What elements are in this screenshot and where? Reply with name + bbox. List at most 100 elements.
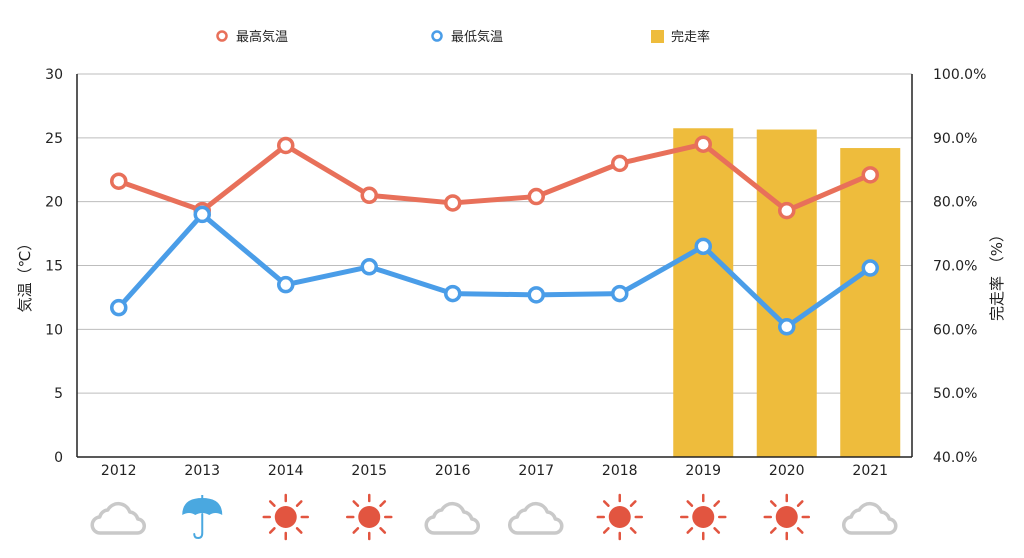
- cloud-icon: [90, 501, 146, 535]
- point-最低気温-2012: [110, 298, 128, 317]
- sun-icon: [680, 493, 727, 541]
- bar-2019: [673, 128, 734, 457]
- point-最低気温-2021: [861, 259, 879, 277]
- x-tick-label: 2017: [518, 463, 554, 479]
- bars: [673, 128, 901, 457]
- legend-label: 完走率: [671, 29, 710, 45]
- point-最低気温-2019: [694, 237, 712, 256]
- y-right-tick-label: 100.0%: [933, 67, 986, 83]
- sun-ray: [686, 500, 694, 507]
- sun-ray: [268, 527, 276, 534]
- lines: [110, 135, 879, 336]
- sun-ray: [796, 500, 804, 507]
- y-left-tick-label: 20: [45, 195, 63, 211]
- y-right-tick-label: 40.0%: [933, 450, 977, 466]
- legend-marker: [431, 30, 443, 42]
- cloud-icon: [424, 501, 480, 535]
- sun-icon: [346, 493, 393, 541]
- legend: 最高気温 最低気温 完走率: [216, 29, 710, 45]
- sun-ray: [602, 527, 610, 534]
- y-axis-right-title: 完走率 （%）: [988, 227, 1006, 321]
- y-left-tick-label: 10: [45, 322, 63, 338]
- umbrella-icon: [182, 495, 223, 540]
- sun-ray: [629, 500, 637, 507]
- sun-ray: [295, 527, 303, 534]
- point-最低気温-2016: [444, 284, 462, 303]
- line-最高気温: [116, 141, 873, 214]
- point-最低気温-2014: [277, 275, 295, 294]
- line-最低気温: [116, 211, 873, 330]
- point-最高気温-2014: [277, 136, 295, 155]
- point-最高気温-2018: [611, 154, 629, 173]
- sun-core: [775, 506, 798, 528]
- point-最高気温-2015: [360, 186, 378, 205]
- sun-ray: [295, 500, 303, 507]
- y-axis-left-title: 気温（℃）: [16, 236, 34, 313]
- y-left-tick-label: 5: [54, 386, 63, 402]
- y-right-tick-label: 70.0%: [933, 259, 977, 275]
- weather-icons: [90, 493, 898, 541]
- x-tick-label: 2014: [268, 463, 304, 479]
- sun-ray: [686, 527, 694, 534]
- sun-ray: [629, 527, 637, 534]
- point-最高気温-2019: [694, 135, 712, 153]
- y-left-tick-label: 0: [54, 450, 63, 466]
- sun-ray: [352, 500, 360, 507]
- sun-ray: [713, 527, 721, 534]
- point-最低気温-2013: [193, 205, 211, 224]
- legend-marker: [651, 30, 664, 43]
- axes: [76, 74, 913, 458]
- sun-core: [274, 506, 297, 528]
- x-tick-label: 2013: [184, 463, 220, 479]
- x-tick-label: 2021: [852, 463, 888, 479]
- x-tick-label: 2019: [685, 463, 721, 479]
- y-left-tick-label: 25: [45, 131, 63, 147]
- sun-icon: [596, 493, 643, 541]
- x-tick-label: 2018: [602, 463, 638, 479]
- x-tick-label: 2020: [769, 463, 805, 479]
- legend-label: 最低気温: [451, 29, 503, 45]
- sun-ray: [268, 500, 276, 507]
- point-最低気温-2018: [611, 284, 629, 303]
- x-tick-label: 2015: [351, 463, 387, 479]
- legend-label: 最高気温: [236, 29, 288, 45]
- cloud-icon: [842, 501, 898, 535]
- legend-marker: [216, 30, 228, 42]
- sun-ray: [713, 500, 721, 507]
- sun-core: [358, 506, 381, 528]
- y-right-tick-label: 50.0%: [933, 386, 977, 402]
- point-最低気温-2017: [527, 286, 545, 304]
- point-最高気温-2012: [110, 172, 128, 190]
- sun-ray: [379, 527, 387, 534]
- umbrella-handle: [193, 513, 204, 540]
- point-最高気温-2017: [527, 187, 545, 206]
- sun-ray: [352, 527, 360, 534]
- tick-labels: 0 5 10 15 20 25 30 40.0% 50.0% 60.0% 70.0% 80.0% 90.…: [45, 67, 986, 479]
- umbrella-canopy: [182, 498, 223, 515]
- bar-2020: [756, 129, 817, 457]
- y-right-tick-label: 90.0%: [933, 131, 977, 147]
- point-最高気温-2021: [861, 166, 879, 184]
- y-right-tick-label: 60.0%: [933, 322, 977, 338]
- sun-ray: [602, 500, 610, 507]
- sun-ray: [769, 500, 777, 507]
- x-tick-label: 2012: [101, 463, 137, 479]
- sun-core: [608, 506, 631, 528]
- y-right-tick-label: 80.0%: [933, 195, 977, 211]
- cloud-icon: [508, 501, 564, 535]
- sun-ray: [379, 500, 387, 507]
- point-最高気温-2016: [444, 194, 462, 212]
- sun-ray: [769, 527, 777, 534]
- sun-icon: [262, 493, 309, 541]
- point-最低気温-2020: [778, 318, 796, 336]
- sun-ray: [796, 527, 804, 534]
- point-最低気温-2015: [360, 258, 378, 276]
- sun-icon: [763, 493, 810, 541]
- x-tick-label: 2016: [435, 463, 471, 479]
- y-left-tick-label: 30: [45, 67, 63, 83]
- bar-2021: [840, 148, 901, 457]
- y-left-tick-label: 15: [45, 259, 63, 275]
- point-最高気温-2020: [778, 201, 796, 220]
- sun-core: [692, 506, 715, 528]
